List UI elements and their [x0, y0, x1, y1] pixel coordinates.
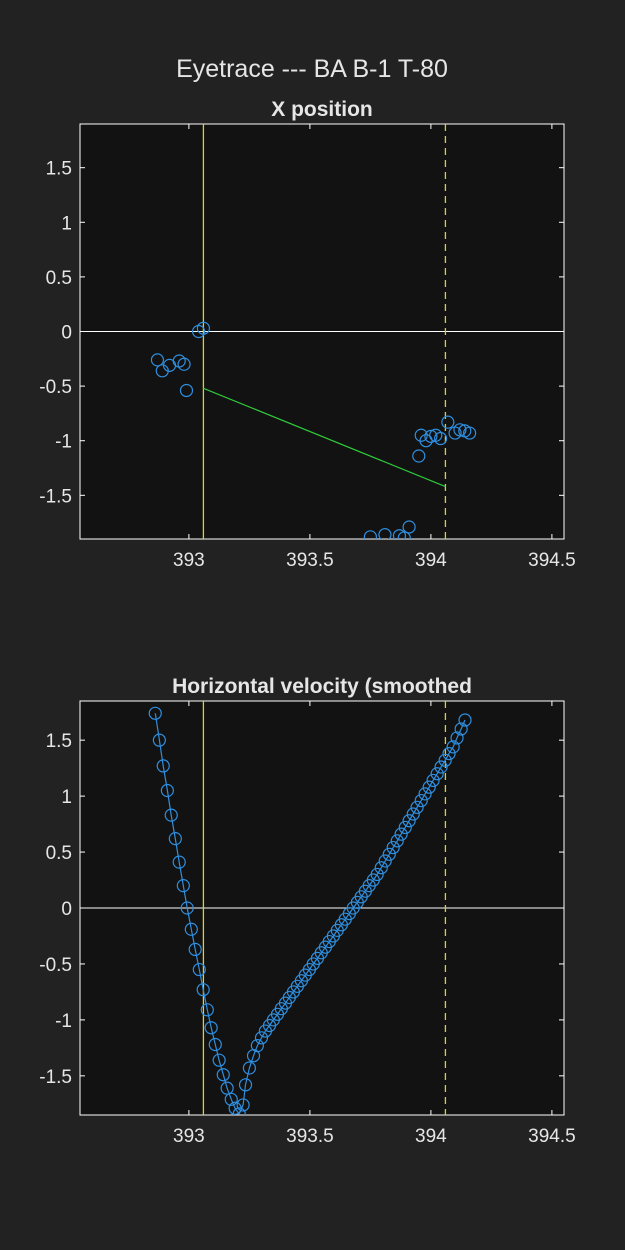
data-point — [458, 713, 472, 727]
data-point — [412, 449, 426, 463]
data-point — [390, 834, 404, 848]
data-point — [406, 807, 420, 821]
data-point — [378, 528, 392, 539]
x-tick-label: 394 — [415, 1126, 447, 1147]
data-point — [434, 760, 448, 774]
data-point — [216, 1068, 230, 1082]
data-point — [424, 429, 438, 443]
data-point — [180, 901, 194, 915]
data-point — [160, 783, 174, 798]
data-point — [402, 814, 416, 828]
data-point — [220, 1081, 234, 1095]
y-tick-label: 1 — [61, 213, 72, 234]
data-point — [224, 1092, 238, 1106]
data-point — [254, 1031, 269, 1045]
data-point — [152, 733, 166, 747]
data-point — [148, 706, 162, 720]
data-point — [402, 520, 416, 534]
data-point — [250, 1039, 264, 1053]
y-tick-label: 1.5 — [46, 159, 72, 180]
data-point — [156, 759, 170, 773]
data-point — [414, 793, 428, 808]
x-tick-label: 393.5 — [286, 550, 334, 571]
data-point — [188, 942, 202, 957]
data-point — [398, 820, 412, 835]
data-point — [370, 867, 384, 882]
data-point — [164, 808, 178, 822]
y-tick-label: 1 — [61, 787, 72, 808]
plot-content — [80, 124, 564, 539]
x-tick-label: 393.5 — [286, 1126, 334, 1147]
data-point — [204, 1021, 218, 1035]
data-point — [410, 800, 424, 814]
x-tick-label: 393 — [173, 1126, 205, 1147]
data-point — [208, 1037, 222, 1052]
y-tick-label: -1.5 — [39, 486, 72, 507]
data-point — [168, 832, 182, 846]
data-point — [374, 861, 388, 875]
y-tick-label: 0.5 — [46, 268, 72, 289]
data-point — [236, 1098, 250, 1112]
horizontal-velocity-title: Horizontal velocity (smoothed — [172, 675, 472, 698]
data-point — [192, 962, 206, 977]
plot-content — [80, 701, 564, 1115]
data-point — [433, 431, 448, 446]
data-point — [242, 1061, 256, 1075]
data-point — [450, 731, 464, 745]
y-tick-label: 0 — [61, 899, 72, 920]
y-tick-label: -0.5 — [39, 955, 72, 976]
data-point — [394, 827, 408, 841]
data-point — [430, 767, 444, 781]
data-point — [177, 357, 191, 371]
data-point — [441, 415, 455, 429]
x-position-title: X position — [271, 98, 373, 121]
x-tick-label: 394.5 — [528, 550, 576, 571]
data-point — [378, 854, 392, 868]
data-point — [418, 787, 432, 801]
data-point — [184, 922, 198, 936]
y-tick-label: 1.5 — [46, 731, 72, 752]
data-point — [200, 1003, 214, 1017]
data-point — [422, 780, 436, 794]
data-point — [150, 353, 165, 367]
data-point — [397, 531, 411, 539]
y-tick-label: 0.5 — [46, 843, 72, 864]
data-point — [196, 983, 210, 997]
data-point — [382, 847, 396, 861]
data-point — [463, 426, 477, 440]
y-tick-label: -1 — [55, 432, 72, 453]
x-tick-label: 393 — [173, 550, 205, 571]
x-position-plot: X position 1.5 1 0.5 0 -0.5 -1 -1.5 393 393.5 394… — [39, 98, 575, 571]
data-point — [176, 879, 190, 893]
data-point — [386, 840, 400, 855]
y-tick-label: -0.5 — [39, 377, 72, 398]
data-point — [426, 773, 440, 788]
series-line — [154, 713, 466, 1115]
data-point — [232, 1107, 246, 1115]
data-point — [172, 855, 186, 869]
horizontal-velocity-plot: Horizontal velocity (smoothed 1.5 1 0.5 0 -0… — [39, 675, 575, 1147]
fit-line — [203, 387, 446, 488]
data-point — [442, 746, 456, 761]
data-point — [196, 321, 211, 335]
data-point — [446, 740, 460, 754]
figure-title: Eyetrace --- BA B-1 T-80 — [176, 55, 448, 83]
data-point — [363, 530, 377, 539]
data-point — [438, 753, 452, 767]
y-tick-label: -1 — [55, 1011, 72, 1032]
y-tick-label: -1.5 — [39, 1067, 72, 1088]
data-point — [179, 383, 194, 398]
data-point — [212, 1053, 226, 1067]
x-tick-label: 394.5 — [528, 1126, 576, 1147]
data-point — [453, 423, 467, 437]
data-point — [392, 529, 407, 539]
x-tick-label: 394 — [415, 550, 447, 571]
data-point — [238, 1078, 253, 1092]
y-tick-label: 0 — [61, 323, 72, 344]
data-point — [454, 722, 468, 736]
